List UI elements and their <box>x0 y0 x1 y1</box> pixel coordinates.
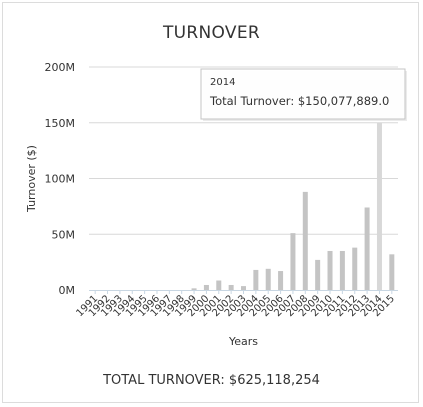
chart-title: TURNOVER <box>162 23 261 43</box>
tooltip-box <box>200 68 406 120</box>
bar-2010 <box>327 250 333 290</box>
chart-card: TURNOVER 0M 50M 100M 150M 200M 1991 1992 1993 19… <box>2 2 419 403</box>
y-tick-label: 200M <box>45 61 76 74</box>
bar-2013 <box>364 207 370 290</box>
y-tick-label: 100M <box>45 173 76 186</box>
x-axis-title: Years <box>228 335 258 348</box>
tooltip-year: 2014 <box>210 77 235 88</box>
bar-chart: 0M50M100M150M200M19911992199319941995199… <box>25 61 407 348</box>
y-axis-title: Turnover ($) <box>25 145 38 213</box>
y-tick-label: 150M <box>45 117 76 130</box>
tooltip-value: Total Turnover: $150,077,889.0 <box>209 94 389 108</box>
bar-2005 <box>265 268 271 290</box>
bar-2004 <box>253 269 259 290</box>
bar-2007 <box>290 233 296 290</box>
bar-2014 <box>376 122 382 291</box>
y-tick-label: 0M <box>59 284 76 297</box>
bar-2012 <box>352 247 358 290</box>
bar-2000 <box>203 284 209 290</box>
total-turnover: TOTAL TURNOVER: $625,118,254 <box>103 373 320 388</box>
bar-2011 <box>339 250 345 290</box>
bar-2009 <box>315 259 321 290</box>
y-tick-label: 50M <box>52 228 76 241</box>
bar-2006 <box>278 271 284 290</box>
tooltip: 2014 Total Turnover: $150,077,889.0 <box>200 68 407 121</box>
bar-2002 <box>228 284 234 290</box>
bar-2003 <box>241 286 246 290</box>
bar-1999 <box>191 288 197 290</box>
bar-2001 <box>216 280 222 290</box>
bar-2015 <box>389 254 395 290</box>
bar-2008 <box>302 191 308 290</box>
